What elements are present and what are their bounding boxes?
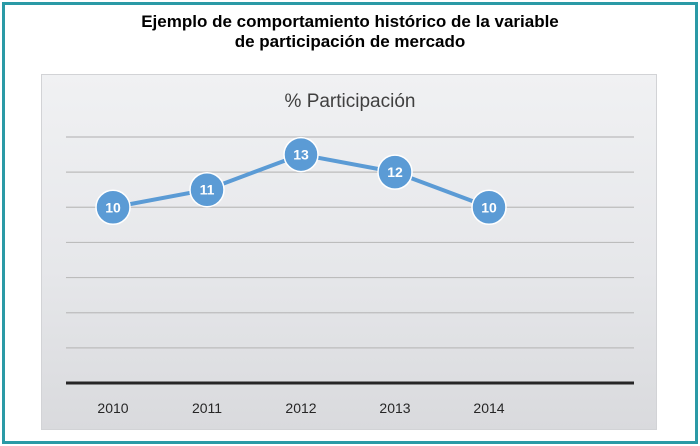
figure-heading-line-2: de participación de mercado — [234, 32, 466, 51]
data-label: 10 — [105, 199, 121, 215]
x-tick-label: 2013 — [379, 400, 410, 416]
data-label: 13 — [293, 147, 309, 163]
figure-heading: Ejemplo de comportamiento histórico de l… — [0, 12, 700, 52]
data-point-marker — [189, 171, 225, 208]
chart-title: % Participación — [285, 91, 416, 112]
data-point-marker — [377, 154, 413, 190]
data-label: 12 — [387, 164, 403, 180]
data-point-marker — [471, 189, 507, 226]
x-tick-label: 2012 — [285, 400, 316, 416]
data-label: 11 — [200, 182, 215, 198]
x-tick-label: 2011 — [192, 400, 222, 416]
x-tick-label: 2014 — [473, 400, 504, 416]
data-point-marker — [95, 189, 131, 226]
figure-heading-line-1: Ejemplo de comportamiento histórico de l… — [141, 12, 559, 31]
chart-area — [41, 74, 657, 430]
data-point-marker — [283, 136, 319, 173]
data-label: 10 — [481, 199, 497, 215]
x-tick-label: 2010 — [97, 400, 128, 416]
